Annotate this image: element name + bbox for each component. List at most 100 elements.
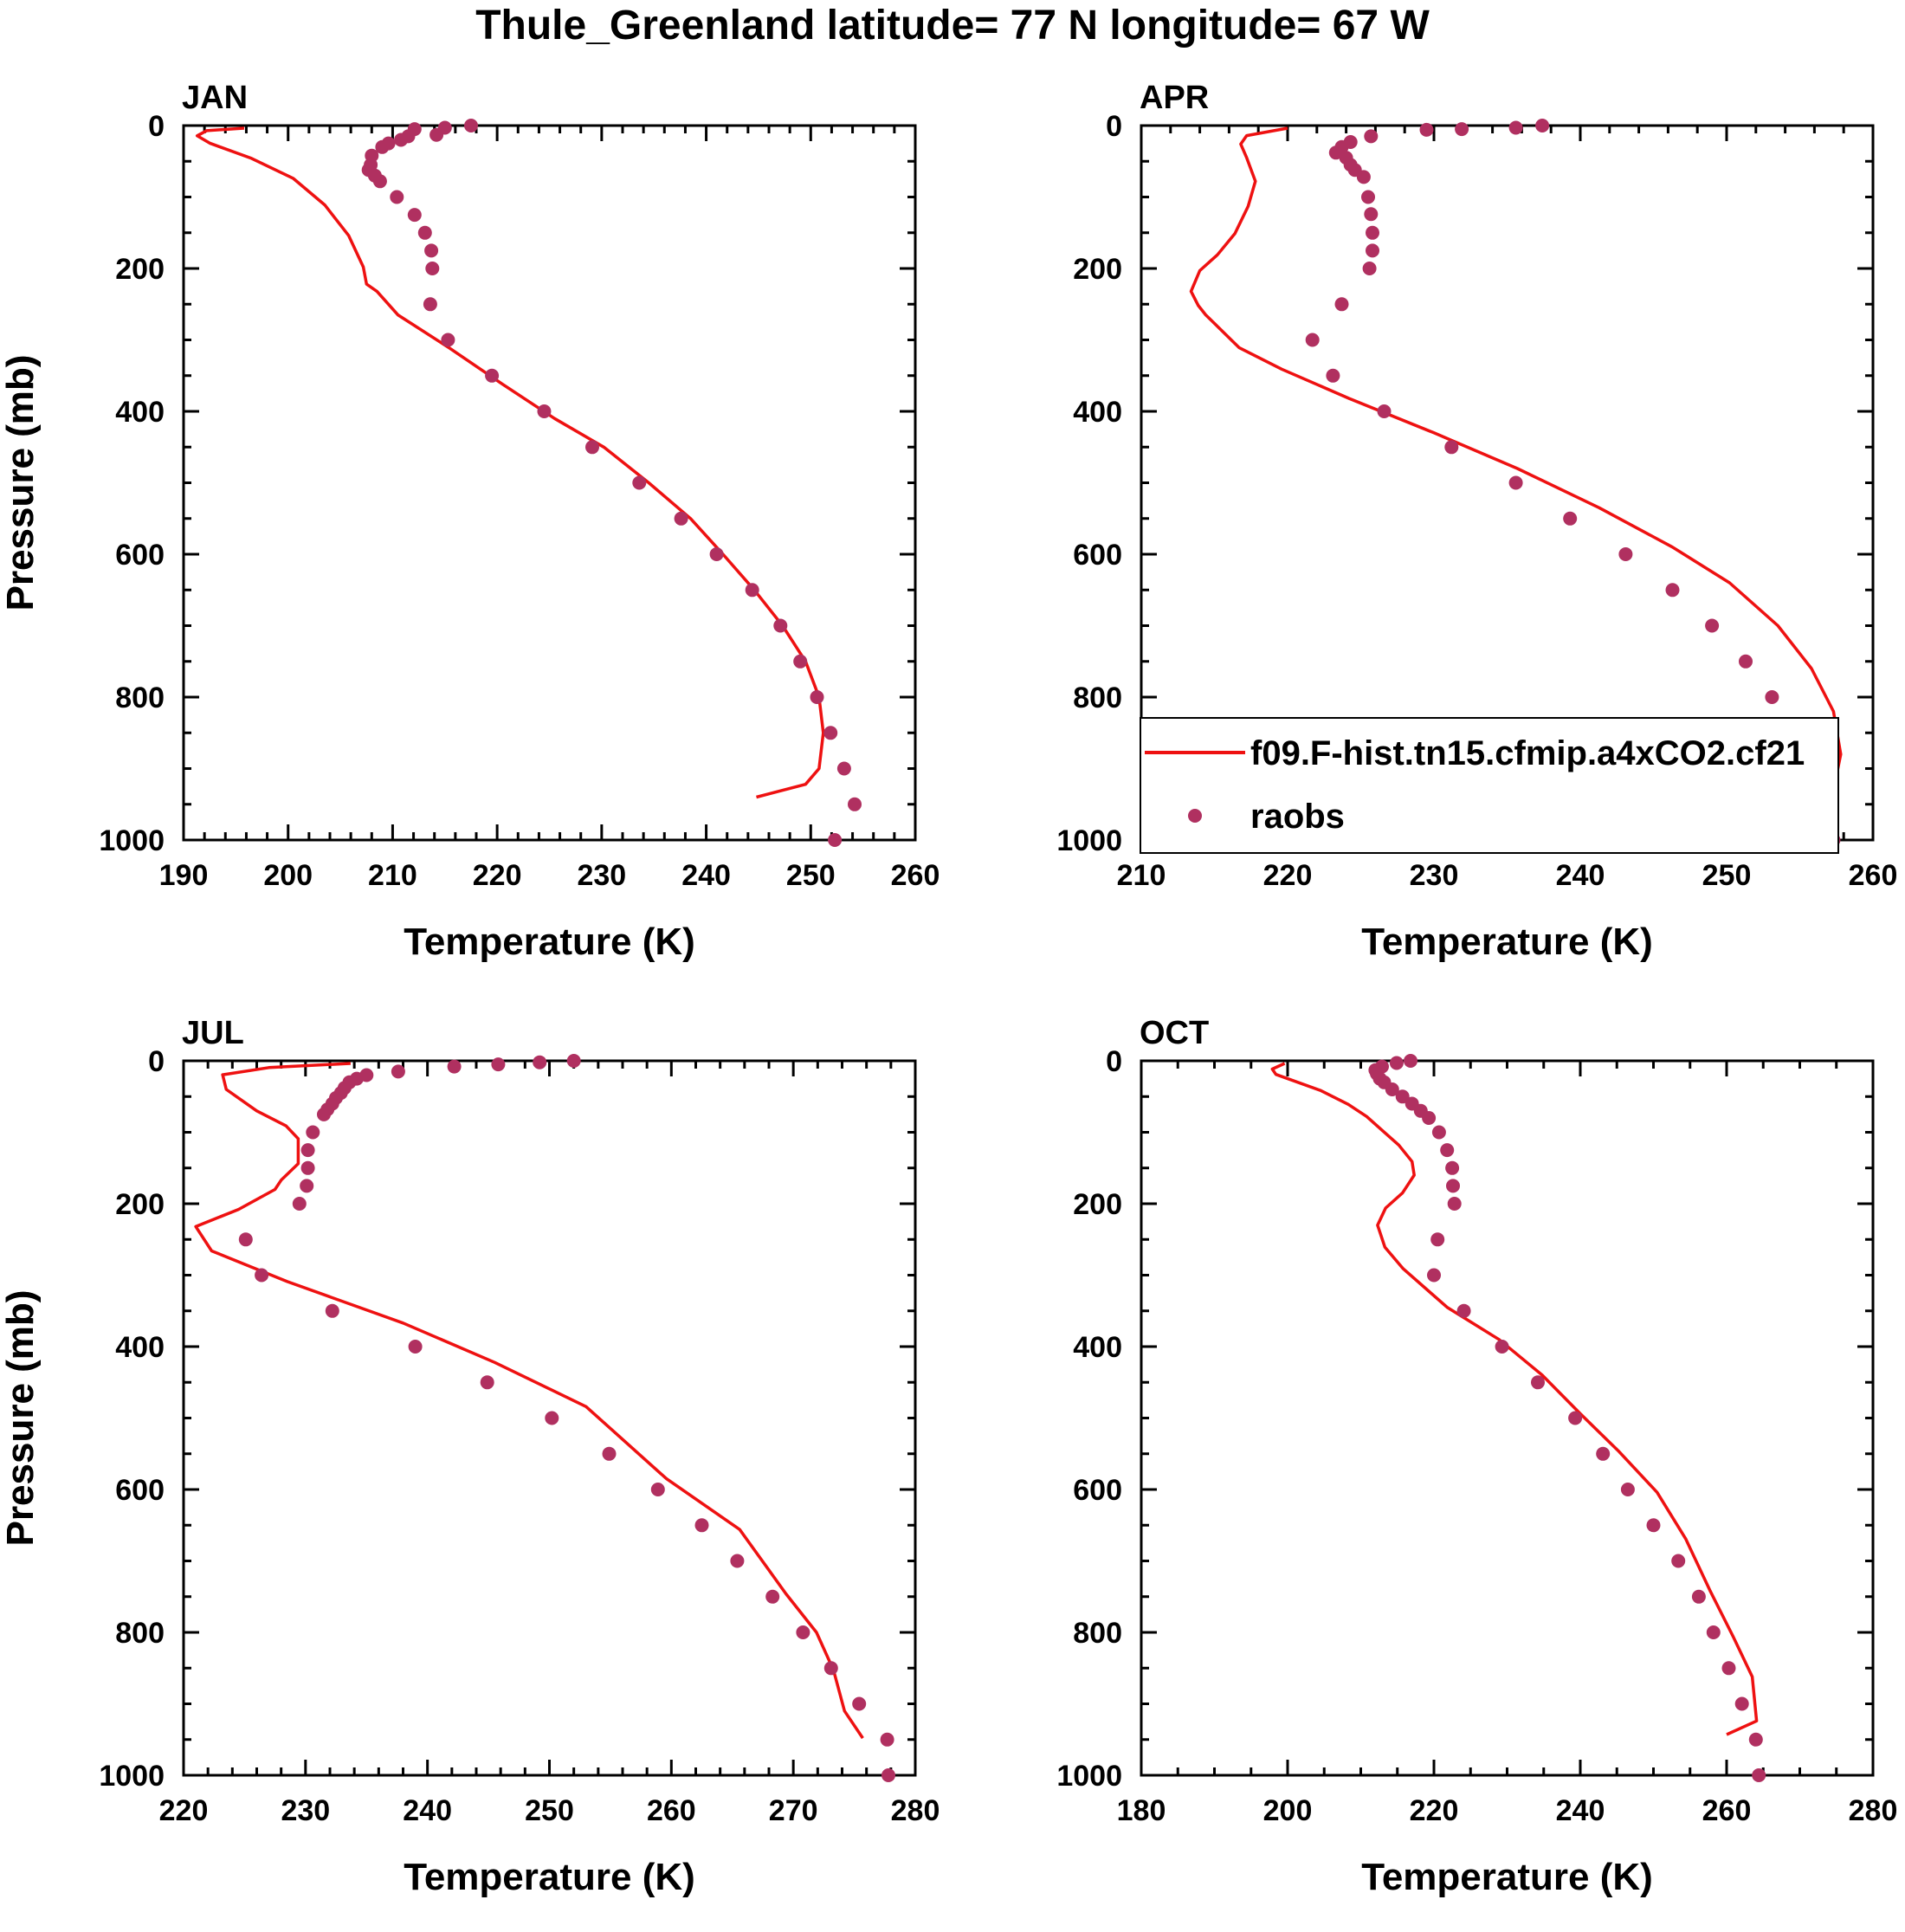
x-axis-label: Temperature (K) <box>404 921 695 963</box>
obs-point <box>1328 145 1343 160</box>
y-tick-label: 800 <box>1073 682 1122 714</box>
x-tick-label: 220 <box>1410 1794 1459 1827</box>
obs-point <box>1705 618 1720 633</box>
obs-point <box>585 440 599 455</box>
obs-point <box>1395 1089 1410 1104</box>
y-tick-label: 600 <box>115 1474 165 1507</box>
obs-point <box>441 333 455 347</box>
x-tick-label: 240 <box>403 1794 452 1827</box>
obs-point <box>1419 122 1434 137</box>
obs-point <box>773 618 788 633</box>
obs-point <box>1721 1661 1736 1676</box>
obs-point <box>391 1064 405 1079</box>
obs-point <box>632 475 647 490</box>
obs-point <box>425 262 440 275</box>
obs-point <box>372 174 387 189</box>
obs-point <box>300 1143 315 1158</box>
obs-point <box>464 119 478 132</box>
obs-point <box>1364 129 1379 144</box>
obs-point <box>1389 1056 1404 1070</box>
x-tick-label: 250 <box>786 859 836 892</box>
obs-point <box>1456 1303 1471 1318</box>
obs-point <box>1356 170 1371 184</box>
obs-point <box>394 132 409 147</box>
obs-point <box>1404 1054 1417 1068</box>
obs-point <box>650 1483 665 1496</box>
obs-point <box>1646 1518 1661 1533</box>
x-tick-label: 220 <box>1263 859 1313 892</box>
obs-point <box>1440 1143 1455 1158</box>
obs-point <box>533 1055 547 1069</box>
obs-point <box>1361 190 1375 204</box>
obs-point <box>390 190 404 204</box>
obs-point <box>423 297 437 312</box>
x-tick-label: 230 <box>281 1794 330 1827</box>
model-series-line <box>194 1062 864 1740</box>
obs-point <box>1445 1160 1460 1175</box>
obs-point <box>1430 1232 1445 1247</box>
obs-point <box>1618 547 1633 561</box>
obs-point <box>674 511 688 526</box>
x-tick-label: 260 <box>1849 859 1898 892</box>
obs-point <box>1334 297 1349 312</box>
obs-point <box>1508 120 1523 135</box>
x-tick-label: 280 <box>1849 1794 1898 1827</box>
obs-point <box>1568 1411 1583 1425</box>
y-tick-label: 1000 <box>99 1760 165 1793</box>
obs-point <box>325 1303 339 1318</box>
x-tick-label: 220 <box>159 1794 209 1827</box>
obs-point <box>1377 404 1392 418</box>
obs-point <box>1305 333 1320 347</box>
y-tick-label: 0 <box>1106 1045 1122 1078</box>
obs-point <box>880 1732 894 1747</box>
obs-point <box>730 1554 745 1568</box>
obs-point <box>848 797 862 811</box>
x-axis-label: Temperature (K) <box>404 1856 695 1898</box>
obs-point <box>238 1232 253 1247</box>
x-tick-label: 230 <box>577 859 626 892</box>
y-tick-label: 400 <box>115 1331 165 1364</box>
obs-point <box>1446 1179 1460 1193</box>
obs-point <box>306 1125 320 1140</box>
y-axis-label: Pressure (mb) <box>0 1290 42 1547</box>
plot-frame <box>1140 1059 1875 1777</box>
obs-point <box>1508 475 1523 490</box>
obs-point <box>1495 1340 1509 1354</box>
obs-point <box>300 1179 314 1193</box>
obs-point <box>1748 1732 1763 1747</box>
obs-point <box>823 1661 838 1676</box>
obs-point <box>1734 1696 1749 1711</box>
x-tick-label: 260 <box>1702 1794 1752 1827</box>
panel-title: JAN <box>182 80 248 116</box>
obs-point <box>1691 1589 1706 1604</box>
y-tick-label: 1000 <box>1056 1760 1122 1793</box>
obs-point <box>424 243 439 258</box>
x-tick-label: 270 <box>769 1794 818 1827</box>
y-tick-label: 600 <box>115 539 165 572</box>
legend-box <box>1140 717 1839 854</box>
obs-point <box>881 1768 895 1782</box>
obs-point <box>1752 1768 1766 1782</box>
obs-point <box>300 1160 315 1175</box>
obs-point <box>1431 1125 1446 1140</box>
obs-point <box>1455 122 1469 137</box>
obs-point <box>1706 1625 1721 1639</box>
x-tick-label: 250 <box>525 1794 574 1827</box>
obs-point <box>447 1059 462 1074</box>
obs-point <box>745 583 759 598</box>
y-tick-label: 200 <box>1073 1188 1122 1221</box>
obs-point <box>317 1107 331 1121</box>
obs-point <box>1535 119 1550 132</box>
obs-point <box>1422 1111 1437 1125</box>
obs-point <box>1620 1483 1635 1496</box>
obs-point <box>480 1375 494 1390</box>
obs-point <box>1326 368 1340 383</box>
obs-point <box>1366 243 1379 258</box>
obs-point <box>694 1518 709 1533</box>
y-tick-label: 800 <box>115 1617 165 1650</box>
obs-point <box>537 404 552 418</box>
legend-obs-swatch <box>1188 809 1202 823</box>
